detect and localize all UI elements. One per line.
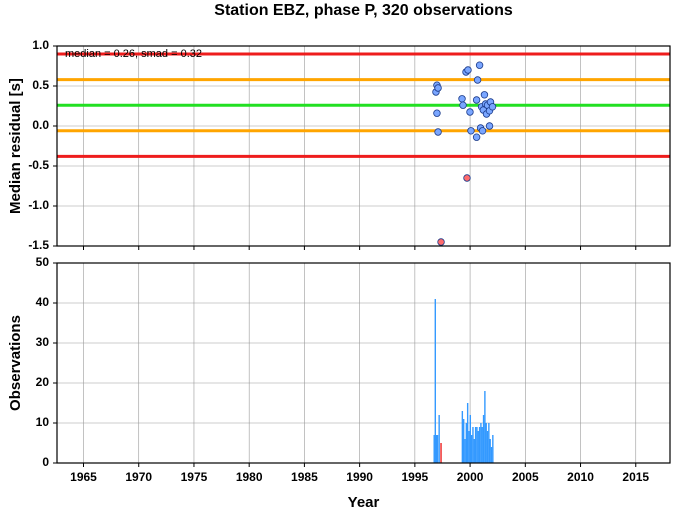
y-tick-label: 0.0 [32, 118, 49, 132]
point [464, 66, 472, 74]
bar [472, 427, 474, 463]
x-tick-label: 1995 [402, 470, 429, 484]
plot-area [57, 263, 670, 463]
x-tick-label: 1985 [291, 470, 318, 484]
y-tick-label: -1.5 [28, 238, 49, 252]
bar [492, 435, 494, 463]
bar [485, 423, 487, 463]
y-tick-label: -0.5 [28, 158, 49, 172]
point [466, 108, 474, 116]
plot-area [57, 46, 670, 246]
plot-frame [56, 262, 671, 464]
bar [476, 427, 478, 463]
point [433, 109, 441, 117]
bar [465, 423, 468, 463]
y-tick-label: -1.0 [28, 198, 49, 212]
bar [440, 443, 442, 463]
y-tick-label: 20 [36, 375, 50, 389]
bar [464, 439, 466, 463]
annotation: median = 0.26, smad = 0.32 [65, 48, 202, 60]
point [467, 127, 475, 135]
point [475, 61, 484, 69]
chart-title: Station EBZ, phase P, 320 observations [214, 2, 513, 19]
x-tick-label: 2005 [512, 470, 539, 484]
bar [477, 431, 479, 463]
point [478, 127, 487, 135]
point [472, 96, 481, 104]
bar [488, 423, 490, 463]
bar [436, 435, 439, 463]
point [485, 122, 494, 130]
point [463, 174, 471, 182]
bar [474, 427, 477, 463]
y-tick-label: 40 [36, 295, 50, 309]
x-tick-label: 1990 [346, 470, 373, 484]
point [437, 238, 445, 246]
bar [480, 423, 482, 463]
bar [438, 415, 440, 463]
bar [470, 435, 473, 463]
bar [473, 439, 475, 463]
x-tick-label: 1965 [70, 470, 97, 484]
bar [468, 431, 470, 463]
x-tick-label: 1980 [236, 470, 263, 484]
y-axis-label: Observations [7, 315, 24, 411]
point [480, 91, 489, 99]
y-tick-label: 10 [36, 415, 50, 429]
bar [486, 431, 489, 463]
bar [435, 435, 438, 463]
y-tick-label: 50 [36, 255, 50, 269]
bar [490, 447, 493, 463]
bar [469, 415, 472, 463]
point [434, 84, 442, 92]
bar [481, 427, 483, 463]
y-tick-label: 1.0 [32, 38, 49, 52]
point [473, 76, 482, 84]
bar [434, 299, 436, 463]
point [458, 95, 466, 103]
x-tick-label: 2000 [457, 470, 484, 484]
x-tick-label: 2010 [567, 470, 594, 484]
bar [478, 427, 481, 463]
point [472, 133, 481, 141]
point [488, 103, 497, 111]
bar [461, 411, 464, 463]
x-tick-label: 1975 [181, 470, 208, 484]
x-tick-label: 2015 [622, 470, 649, 484]
bar [484, 391, 486, 463]
y-tick-label: 30 [36, 335, 50, 349]
x-axis-label: Year [348, 494, 380, 511]
plot-frame [56, 45, 671, 247]
x-tick-label: 1970 [125, 470, 152, 484]
bar [489, 439, 491, 463]
bar [482, 415, 485, 463]
y-axis-label: Median residual [s] [7, 78, 24, 214]
y-tick-label: 0.5 [32, 78, 49, 92]
y-tick-label: 0 [42, 455, 49, 469]
point [459, 101, 467, 109]
bar [433, 435, 435, 463]
point [434, 128, 442, 136]
bar [462, 419, 465, 463]
bar [466, 403, 469, 463]
